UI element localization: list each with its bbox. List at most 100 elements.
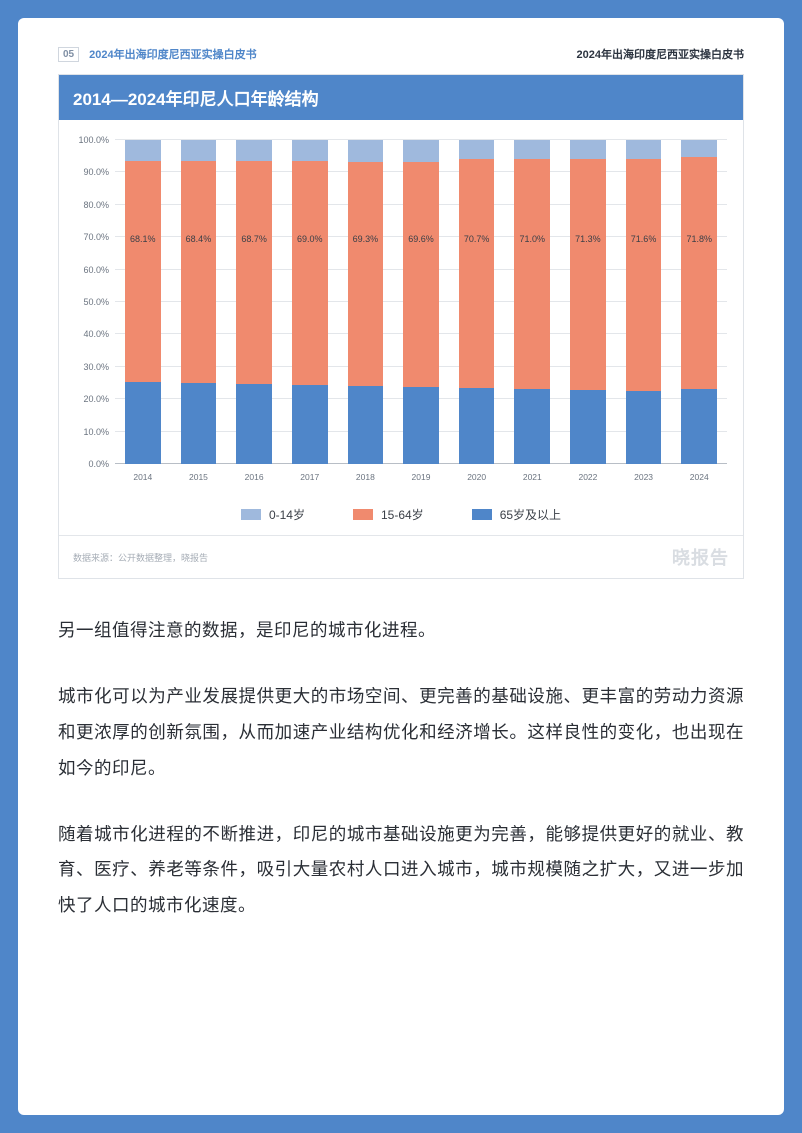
page: 05 2024年出海印度尼西亚实操白皮书 2024年出海印度尼西亚实操白皮书 2… xyxy=(18,18,784,1115)
bar-segment xyxy=(514,159,550,389)
bar-segment xyxy=(681,389,717,464)
bar-segment xyxy=(292,140,328,161)
header-title-left: 2024年出海印度尼西亚实操白皮书 xyxy=(89,46,256,62)
bar-segment xyxy=(125,140,161,161)
bar-value-label: 69.3% xyxy=(353,234,379,244)
bar-value-label: 70.7% xyxy=(464,234,490,244)
bars-group: 68.1%201468.4%201568.7%201669.0%201769.3… xyxy=(115,140,727,464)
stacked-bar: 71.3% xyxy=(570,140,606,464)
x-tick-label: 2021 xyxy=(523,472,542,482)
bar-segment xyxy=(626,159,662,391)
header-left: 05 2024年出海印度尼西亚实操白皮书 xyxy=(58,46,257,62)
body-text: 另一组值得注意的数据，是印尼的城市化进程。 城市化可以为产业发展提供更大的市场空… xyxy=(58,613,744,924)
legend-swatch xyxy=(241,509,261,520)
bar-column: 71.3%2022 xyxy=(560,140,616,464)
bar-value-label: 71.8% xyxy=(686,234,712,244)
bar-value-label: 71.6% xyxy=(631,234,657,244)
header-title-right: 2024年出海印度尼西亚实操白皮书 xyxy=(577,46,744,62)
bar-segment xyxy=(403,387,439,464)
x-tick-label: 2023 xyxy=(634,472,653,482)
bar-segment xyxy=(403,162,439,388)
x-tick-label: 2018 xyxy=(356,472,375,482)
y-tick-label: 100.0% xyxy=(71,135,109,145)
bar-segment xyxy=(181,140,217,161)
stacked-bar: 69.0% xyxy=(292,140,328,464)
stacked-bar: 70.7% xyxy=(459,140,495,464)
paragraph-1: 另一组值得注意的数据，是印尼的城市化进程。 xyxy=(58,613,744,649)
bar-column: 71.6%2023 xyxy=(616,140,672,464)
chart-container: 2014—2024年印尼人口年龄结构 0.0%10.0%20.0%30.0%40… xyxy=(58,74,744,579)
y-tick-label: 0.0% xyxy=(71,459,109,469)
bar-segment xyxy=(236,140,272,161)
bar-segment xyxy=(348,140,384,162)
x-tick-label: 2024 xyxy=(690,472,709,482)
legend-item: 65岁及以上 xyxy=(472,506,561,523)
stacked-bar: 71.6% xyxy=(626,140,662,464)
y-tick-label: 70.0% xyxy=(71,232,109,242)
x-tick-label: 2015 xyxy=(189,472,208,482)
bar-segment xyxy=(181,161,217,383)
chart-legend: 0-14岁15-64岁65岁及以上 xyxy=(59,500,743,535)
x-tick-label: 2022 xyxy=(578,472,597,482)
bar-segment xyxy=(626,140,662,159)
y-tick-label: 20.0% xyxy=(71,394,109,404)
bar-segment xyxy=(570,390,606,464)
stacked-bar: 68.7% xyxy=(236,140,272,464)
bar-value-label: 68.1% xyxy=(130,234,156,244)
y-tick-label: 30.0% xyxy=(71,362,109,372)
y-tick-label: 40.0% xyxy=(71,329,109,339)
bar-segment xyxy=(292,385,328,464)
stacked-bar: 68.4% xyxy=(181,140,217,464)
bar-segment xyxy=(348,162,384,387)
bar-column: 69.3%2018 xyxy=(338,140,394,464)
bar-value-label: 69.0% xyxy=(297,234,323,244)
bar-column: 71.0%2021 xyxy=(504,140,560,464)
bar-value-label: 71.0% xyxy=(520,234,546,244)
y-tick-label: 10.0% xyxy=(71,427,109,437)
bar-value-label: 71.3% xyxy=(575,234,601,244)
x-tick-label: 2016 xyxy=(245,472,264,482)
legend-swatch xyxy=(353,509,373,520)
bar-segment xyxy=(681,157,717,390)
plot-area: 0.0%10.0%20.0%30.0%40.0%50.0%60.0%70.0%8… xyxy=(115,140,727,464)
bar-segment xyxy=(459,159,495,388)
bar-segment xyxy=(348,386,384,464)
y-tick-label: 50.0% xyxy=(71,297,109,307)
x-tick-label: 2014 xyxy=(133,472,152,482)
bar-column: 70.7%2020 xyxy=(449,140,505,464)
stacked-bar: 69.6% xyxy=(403,140,439,464)
bar-segment xyxy=(181,383,217,464)
bar-segment xyxy=(514,389,550,464)
legend-label: 0-14岁 xyxy=(269,506,305,523)
bar-segment xyxy=(626,391,662,464)
bar-segment xyxy=(236,384,272,464)
bar-column: 69.6%2019 xyxy=(393,140,449,464)
bar-segment xyxy=(459,140,495,159)
bar-segment xyxy=(236,161,272,384)
chart-brand: 晓报告 xyxy=(672,544,729,570)
bar-column: 68.4%2015 xyxy=(171,140,227,464)
bar-segment xyxy=(570,140,606,159)
stacked-bar: 71.0% xyxy=(514,140,550,464)
x-tick-label: 2019 xyxy=(412,472,431,482)
page-header: 05 2024年出海印度尼西亚实操白皮书 2024年出海印度尼西亚实操白皮书 xyxy=(58,46,744,62)
bar-segment xyxy=(570,159,606,390)
y-tick-label: 60.0% xyxy=(71,265,109,275)
bar-value-label: 68.4% xyxy=(186,234,212,244)
bar-value-label: 69.6% xyxy=(408,234,434,244)
bar-segment xyxy=(125,161,161,382)
y-tick-label: 90.0% xyxy=(71,167,109,177)
paragraph-3: 随着城市化进程的不断推进，印尼的城市基础设施更为完善，能够提供更好的就业、教育、… xyxy=(58,817,744,925)
chart-source: 数据来源：公开数据整理，晓报告 xyxy=(73,551,208,564)
y-tick-label: 80.0% xyxy=(71,200,109,210)
bar-column: 71.8%2024 xyxy=(671,140,727,464)
paragraph-2: 城市化可以为产业发展提供更大的市场空间、更完善的基础设施、更丰富的劳动力资源和更… xyxy=(58,679,744,787)
bar-segment xyxy=(125,382,161,464)
bar-column: 68.7%2016 xyxy=(226,140,282,464)
chart-plot: 0.0% 10.0% 20.0% 30.0% 40.0% 50.0% 60.0% 70.0% 8… xyxy=(59,120,743,500)
stacked-bar: 68.1% xyxy=(125,140,161,464)
bar-value-label: 68.7% xyxy=(241,234,267,244)
chart-footer: 数据来源：公开数据整理，晓报告 晓报告 xyxy=(59,535,743,578)
legend-swatch xyxy=(472,509,492,520)
x-tick-label: 2020 xyxy=(467,472,486,482)
